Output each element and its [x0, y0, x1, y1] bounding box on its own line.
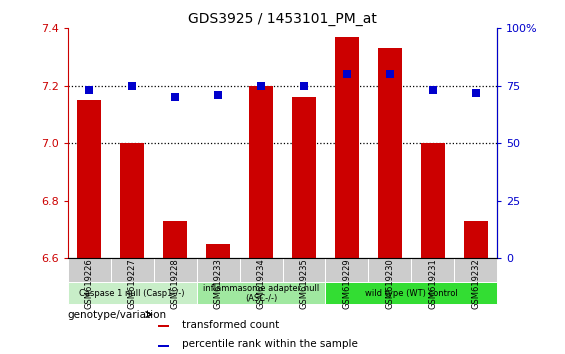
FancyBboxPatch shape [154, 258, 197, 282]
Point [342, 72, 351, 77]
FancyBboxPatch shape [240, 258, 282, 282]
Point [471, 90, 480, 96]
Bar [206, 244, 230, 258]
Text: GSM619227: GSM619227 [128, 258, 137, 309]
Point [385, 72, 394, 77]
Text: GSM619229: GSM619229 [342, 258, 351, 309]
Bar [77, 100, 101, 258]
FancyBboxPatch shape [68, 282, 197, 304]
Text: wild type (WT) control: wild type (WT) control [365, 289, 458, 298]
FancyBboxPatch shape [282, 258, 325, 282]
Bar [120, 143, 144, 258]
Bar [163, 221, 187, 258]
Text: GSM619231: GSM619231 [428, 258, 437, 309]
Text: GSM619228: GSM619228 [171, 258, 180, 309]
Text: transformed count: transformed count [181, 320, 279, 330]
Text: GSM619234: GSM619234 [257, 258, 266, 309]
Bar [421, 143, 445, 258]
FancyBboxPatch shape [197, 282, 325, 304]
FancyBboxPatch shape [111, 258, 154, 282]
Point [299, 83, 308, 89]
FancyBboxPatch shape [325, 282, 497, 304]
Point [214, 92, 223, 98]
Text: GSM619233: GSM619233 [214, 258, 223, 309]
Bar [158, 344, 168, 347]
FancyBboxPatch shape [197, 258, 240, 282]
Bar [249, 86, 273, 258]
Text: GSM619235: GSM619235 [299, 258, 308, 309]
Text: GSM619230: GSM619230 [385, 258, 394, 309]
Text: percentile rank within the sample: percentile rank within the sample [181, 339, 358, 349]
Bar [158, 325, 168, 327]
Point [85, 88, 94, 93]
Title: GDS3925 / 1453101_PM_at: GDS3925 / 1453101_PM_at [188, 12, 377, 26]
Point [428, 88, 437, 93]
Text: GSM619226: GSM619226 [85, 258, 94, 309]
FancyBboxPatch shape [368, 258, 411, 282]
FancyBboxPatch shape [325, 258, 368, 282]
FancyBboxPatch shape [411, 258, 454, 282]
Bar [292, 97, 316, 258]
Bar [378, 48, 402, 258]
FancyBboxPatch shape [454, 258, 497, 282]
Bar [464, 221, 488, 258]
Text: inflammasome adapter null
(ASC-/-): inflammasome adapter null (ASC-/-) [203, 284, 319, 303]
Point [257, 83, 266, 89]
Text: genotype/variation: genotype/variation [68, 309, 167, 320]
Point [171, 95, 180, 100]
FancyBboxPatch shape [68, 258, 111, 282]
Bar [335, 37, 359, 258]
Point [128, 83, 137, 89]
Text: Caspase 1 null (Casp1-/-): Caspase 1 null (Casp1-/-) [80, 289, 185, 298]
Text: GSM619232: GSM619232 [471, 258, 480, 309]
